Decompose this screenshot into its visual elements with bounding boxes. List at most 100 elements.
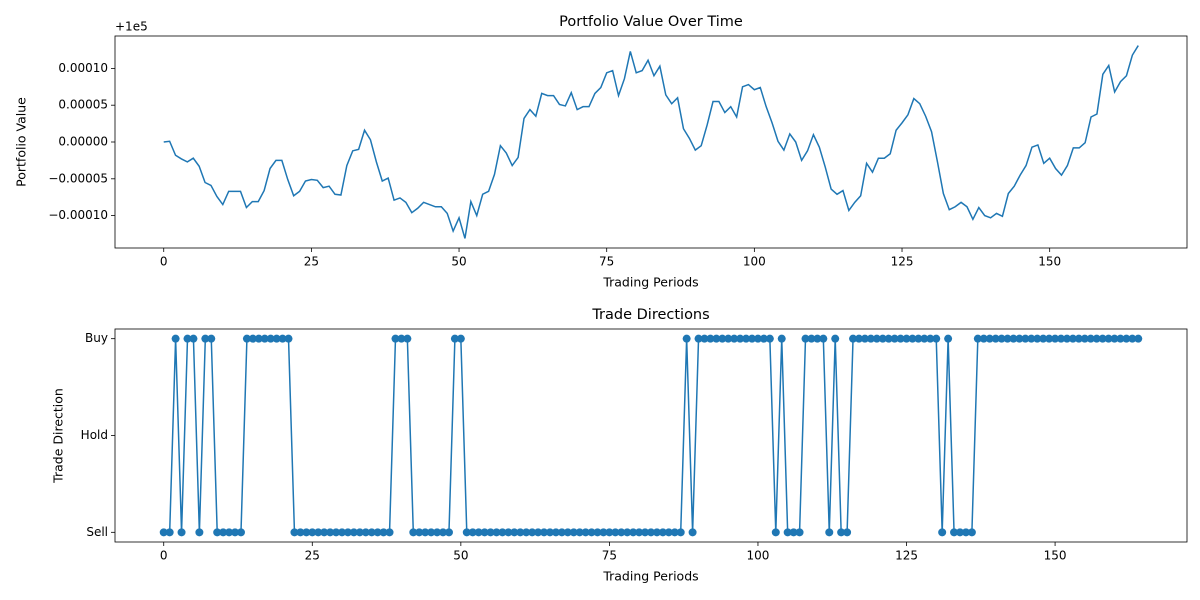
data-point (1104, 334, 1113, 343)
data-point (1027, 334, 1036, 343)
data-point (1033, 334, 1042, 343)
data-point (355, 528, 364, 537)
x-tick-label: 125 (891, 255, 914, 269)
axes-frame (114, 35, 1188, 249)
data-point (314, 528, 323, 537)
data-point (581, 528, 590, 537)
data-point (979, 334, 988, 343)
data-point (742, 334, 751, 343)
x-tick-label: 25 (304, 255, 319, 269)
data-point (765, 334, 774, 343)
y-tick-label: −0.00005 (48, 171, 108, 185)
data-point (231, 528, 240, 537)
data-point (878, 334, 887, 343)
y-tick-label: 0.00010 (58, 61, 108, 75)
data-point (195, 528, 204, 537)
data-point (854, 334, 863, 343)
axes-frame (114, 328, 1188, 543)
data-point (676, 528, 685, 537)
data-point (652, 528, 661, 537)
data-point (444, 528, 453, 537)
data-point (682, 334, 691, 343)
data-point (611, 528, 620, 537)
data-point (575, 528, 584, 537)
data-point (219, 528, 228, 537)
data-point (819, 334, 828, 343)
data-point (1128, 334, 1137, 343)
data-point (617, 528, 626, 537)
data-point (920, 334, 929, 343)
data-point (332, 528, 341, 537)
data-point (658, 528, 667, 537)
data-point (700, 334, 709, 343)
data-point (664, 528, 673, 537)
data-point (421, 528, 430, 537)
data-point (926, 334, 935, 343)
data-point (1009, 334, 1018, 343)
data-point (486, 528, 495, 537)
data-point (635, 528, 644, 537)
data-point (831, 334, 840, 343)
data-point (950, 528, 959, 537)
data-point (753, 334, 762, 343)
data-line (163, 337, 1139, 534)
data-point (480, 528, 489, 537)
data-point (605, 528, 614, 537)
data-point (522, 528, 531, 537)
data-point (551, 528, 560, 537)
data-point (439, 528, 448, 537)
data-point (296, 528, 305, 537)
data-point (997, 334, 1006, 343)
data-point (860, 334, 869, 343)
data-point (498, 528, 507, 537)
data-point (973, 334, 982, 343)
data-point (409, 528, 418, 537)
data-point (647, 528, 655, 537)
data-point (890, 334, 899, 343)
data-point (165, 528, 174, 537)
data-point (694, 334, 703, 343)
y-tick-label: Buy (85, 331, 108, 345)
data-point (183, 334, 192, 343)
data-point (1057, 334, 1066, 343)
data-point (1039, 334, 1048, 343)
data-point (427, 528, 436, 537)
data-point (736, 334, 745, 343)
data-point (189, 334, 198, 343)
data-point (510, 528, 519, 537)
data-point (771, 528, 780, 537)
data-point (1074, 334, 1083, 343)
data-point (474, 528, 483, 537)
data-point (343, 528, 352, 537)
data-point (956, 528, 965, 537)
y-tick-label: 0.00005 (58, 98, 108, 112)
axis-offset-text: +1e5 (115, 20, 148, 34)
data-point (866, 334, 875, 343)
data-point (825, 528, 834, 537)
data-point (450, 334, 459, 343)
data-point (1045, 334, 1054, 343)
x-tick-label: 0 (160, 255, 168, 269)
data-point (171, 334, 180, 343)
x-axis-label: Trading Periods (602, 275, 698, 290)
data-point (534, 528, 543, 537)
x-tick-label: 0 (160, 549, 168, 563)
data-point (397, 334, 406, 343)
data-point (849, 334, 858, 343)
data-point (254, 334, 263, 343)
data-point (415, 528, 424, 537)
data-point (272, 334, 281, 343)
data-point (1122, 334, 1131, 343)
data-point (641, 528, 650, 537)
data-point (991, 334, 1000, 343)
data-point (248, 334, 257, 343)
data-point (468, 528, 477, 537)
data-point (789, 528, 798, 537)
data-point (290, 528, 299, 537)
data-point (379, 528, 388, 537)
data-point (433, 528, 442, 537)
data-point (724, 334, 733, 343)
data-point (349, 528, 358, 537)
x-tick-label: 75 (599, 255, 614, 269)
